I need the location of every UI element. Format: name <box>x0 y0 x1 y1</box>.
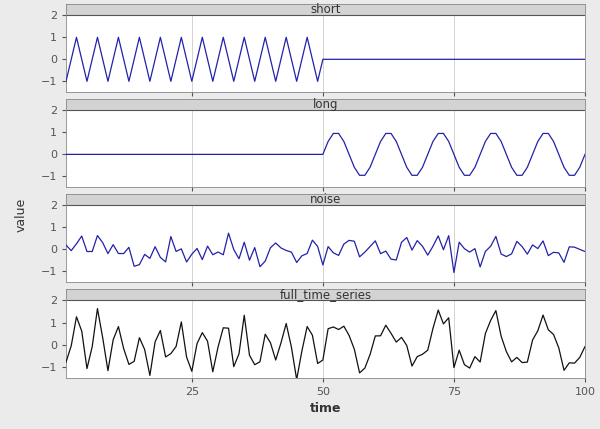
Text: noise: noise <box>310 193 341 206</box>
Bar <box>66 290 585 300</box>
Text: value: value <box>15 197 28 232</box>
Bar <box>66 100 585 110</box>
X-axis label: time: time <box>310 402 341 415</box>
Text: long: long <box>313 98 338 112</box>
Text: full_time_series: full_time_series <box>280 288 371 302</box>
Text: short: short <box>310 3 341 16</box>
Bar <box>66 4 585 15</box>
Bar <box>66 194 585 205</box>
